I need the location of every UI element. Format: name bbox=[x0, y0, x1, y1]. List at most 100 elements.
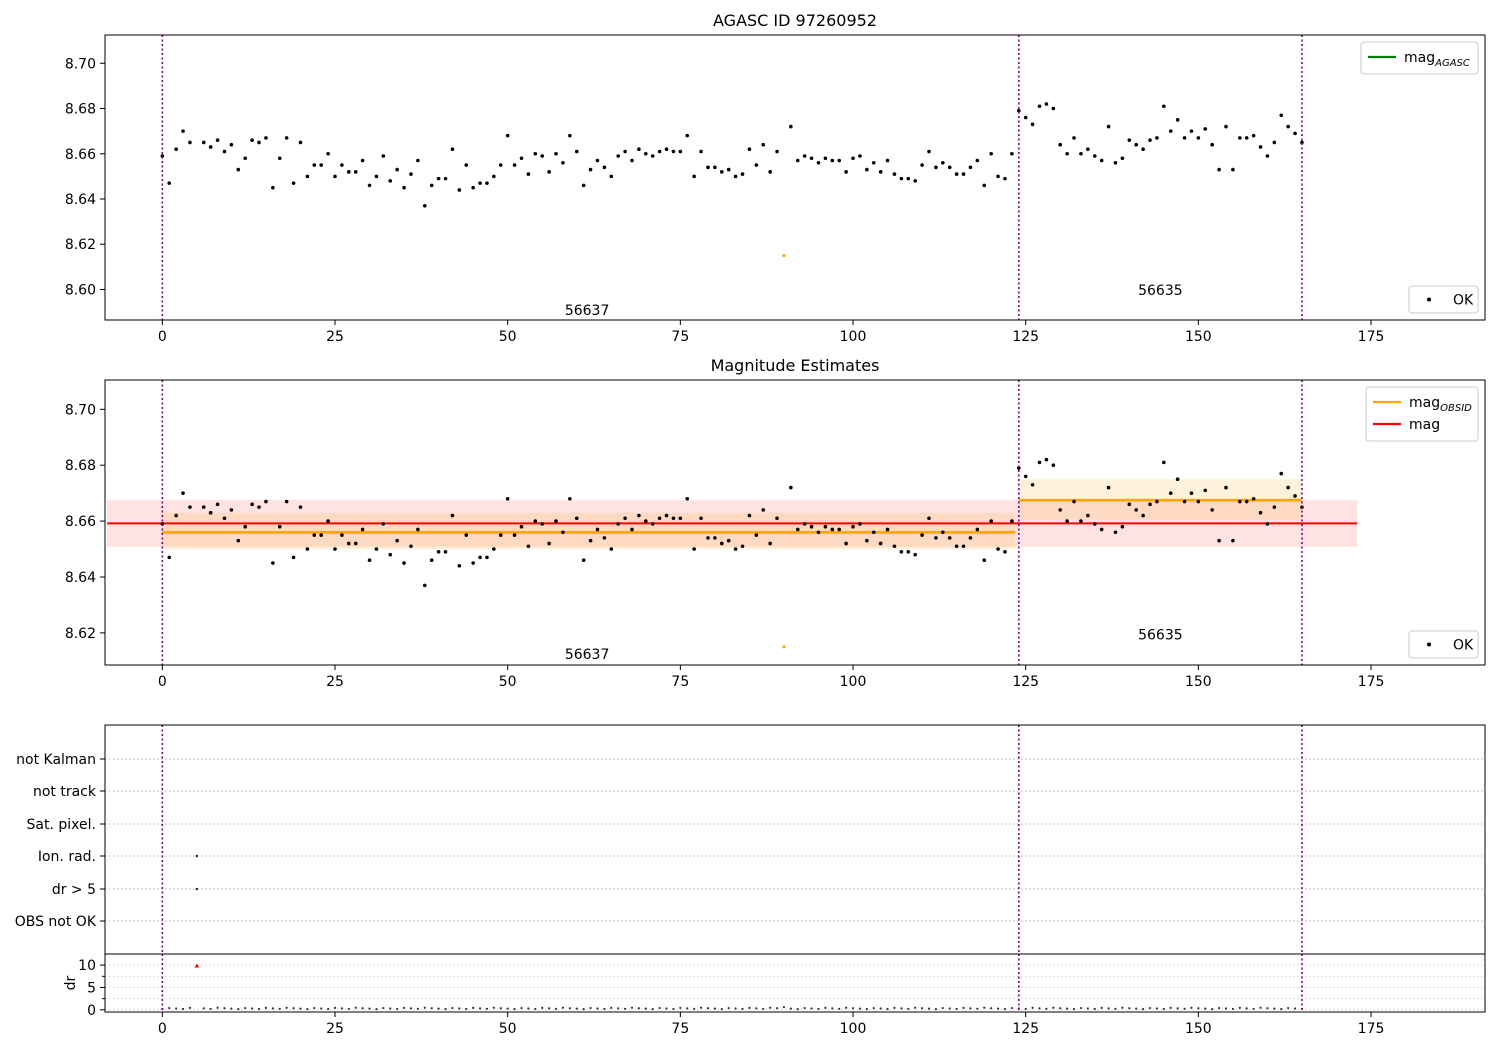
ok-point bbox=[982, 558, 987, 563]
dr-point bbox=[858, 1007, 862, 1010]
ok-point bbox=[1099, 158, 1104, 163]
ok-point bbox=[1168, 491, 1173, 495]
dr-point bbox=[485, 1007, 489, 1010]
dr-point bbox=[920, 1007, 924, 1010]
dr-point bbox=[361, 1007, 364, 1010]
ok-point bbox=[961, 172, 966, 176]
ok-point bbox=[471, 185, 475, 190]
x-tick-label: 25 bbox=[326, 329, 344, 345]
ok-point bbox=[865, 167, 869, 172]
dr-point bbox=[1010, 1006, 1013, 1010]
dr-point bbox=[568, 1007, 571, 1010]
x-tick-label: 150 bbox=[1185, 329, 1212, 345]
ok-point bbox=[215, 138, 220, 142]
ok-point bbox=[353, 170, 358, 174]
dr-point bbox=[548, 1007, 551, 1010]
dr-point bbox=[1259, 1006, 1262, 1009]
ok-point bbox=[1293, 131, 1297, 136]
ok-point bbox=[360, 527, 365, 532]
ok-point bbox=[388, 552, 393, 557]
ok-point bbox=[485, 181, 489, 185]
dr-point bbox=[769, 1006, 772, 1009]
ok-point bbox=[409, 172, 413, 176]
ok-point bbox=[920, 533, 924, 537]
dr-point bbox=[299, 1007, 302, 1010]
ok-point bbox=[1251, 496, 1256, 501]
legend-label: magOBSID bbox=[1409, 395, 1472, 414]
dr-point bbox=[962, 1006, 965, 1010]
dr-point bbox=[927, 1007, 931, 1010]
legend-upper: magAGASC bbox=[1360, 41, 1479, 75]
ok-point bbox=[208, 145, 213, 149]
ok-point bbox=[388, 179, 393, 183]
ok-point bbox=[664, 513, 669, 518]
ok-point bbox=[443, 550, 448, 554]
x-tick-label: 175 bbox=[1358, 329, 1385, 345]
ok-point bbox=[367, 558, 372, 563]
ok-point bbox=[657, 149, 662, 154]
ok-point bbox=[1092, 154, 1097, 158]
dr-point bbox=[879, 1007, 882, 1010]
ok-point bbox=[878, 541, 883, 546]
dr-point bbox=[658, 1006, 661, 1010]
ok-point bbox=[1162, 104, 1166, 109]
ok-point bbox=[692, 547, 696, 551]
legend-box bbox=[1408, 630, 1479, 659]
ok-point bbox=[809, 524, 814, 529]
ok-point bbox=[450, 513, 455, 518]
flagged-point bbox=[782, 253, 786, 258]
dr-point bbox=[1107, 1007, 1110, 1010]
ok-point bbox=[416, 527, 420, 532]
dr-point bbox=[589, 1006, 592, 1010]
ok-point bbox=[1099, 527, 1104, 532]
ok-point bbox=[1258, 510, 1263, 515]
ok-point bbox=[395, 538, 399, 543]
dr-point bbox=[817, 1007, 820, 1011]
ok-point bbox=[167, 181, 172, 185]
dr-point bbox=[472, 1006, 475, 1010]
dr-point bbox=[748, 1006, 751, 1010]
ok-point bbox=[540, 154, 545, 158]
dr-point bbox=[644, 1007, 647, 1010]
ok-point bbox=[837, 158, 842, 163]
ok-point bbox=[167, 555, 172, 560]
ok-point bbox=[533, 151, 538, 156]
ok-point bbox=[1196, 499, 1201, 504]
ok-point bbox=[754, 163, 759, 167]
dr-point bbox=[437, 1007, 440, 1010]
ok-point bbox=[353, 541, 358, 546]
ok-point bbox=[464, 533, 469, 537]
ok-point bbox=[201, 505, 206, 509]
ok-point bbox=[1196, 136, 1201, 140]
ok-point bbox=[968, 536, 973, 540]
dr-point bbox=[1128, 1007, 1131, 1010]
ok-point bbox=[160, 522, 165, 526]
dr-point bbox=[693, 1007, 696, 1010]
ok-point bbox=[340, 163, 344, 167]
ok-point bbox=[941, 160, 945, 165]
x-tick-label: 100 bbox=[840, 1021, 867, 1037]
ok-point bbox=[616, 154, 620, 158]
flag-category-label: Ion. rad. bbox=[38, 849, 96, 865]
dr-point bbox=[651, 1008, 654, 1011]
ok-point bbox=[1079, 151, 1083, 156]
ok-point bbox=[519, 524, 524, 529]
dr-point bbox=[1162, 1007, 1165, 1011]
ok-point bbox=[215, 502, 220, 507]
y-tick-label: 0 bbox=[87, 1003, 96, 1019]
ok-point bbox=[1058, 508, 1063, 512]
dr-point bbox=[665, 1007, 668, 1010]
dr-point bbox=[181, 1007, 185, 1011]
dr-point bbox=[209, 1007, 212, 1010]
dr-point bbox=[1197, 1007, 1200, 1010]
ok-point bbox=[1072, 499, 1076, 504]
ok-point bbox=[747, 147, 752, 152]
ok-point bbox=[1134, 508, 1139, 512]
ok-point bbox=[1272, 140, 1277, 145]
dr-point bbox=[872, 1006, 875, 1010]
legend-label-subscript: OBSID bbox=[1440, 403, 1472, 414]
ok-point bbox=[568, 496, 572, 501]
ok-point bbox=[678, 149, 683, 154]
ok-point bbox=[554, 151, 558, 156]
ok-point bbox=[671, 149, 676, 154]
